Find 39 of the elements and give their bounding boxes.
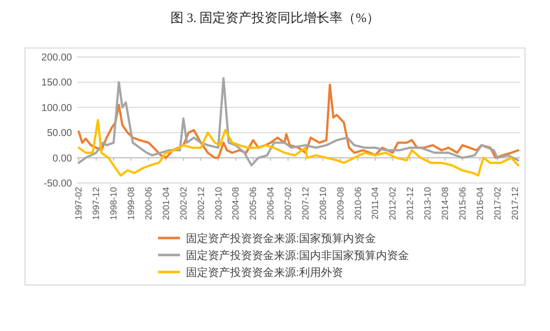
x-tick-label: 2012-12 (405, 187, 416, 220)
x-tick-label: 2015-06 (457, 187, 468, 220)
x-tick-label: 2004-08 (230, 187, 241, 220)
line-series (78, 84, 520, 159)
x-tick-label: 1998-10 (108, 187, 119, 220)
y-tick-label: 100.00 (41, 102, 72, 114)
line-series (78, 77, 520, 166)
y-tick-label: 50.00 (46, 128, 72, 140)
x-tick-label: 2008-10 (318, 187, 328, 220)
x-tick-label: 2017-12 (510, 187, 520, 220)
x-tick-label: 2002-12 (196, 187, 206, 220)
x-tick-label: 2016-04 (474, 187, 485, 220)
x-tick-label: 2007-02 (283, 187, 294, 220)
x-tick-label: 2017-02 (492, 187, 502, 220)
x-tick-label: 2010-06 (352, 187, 363, 220)
y-tick-label: -50.00 (44, 178, 72, 190)
x-tick-label: 2003-10 (213, 187, 224, 220)
x-tick-label: 2002-02 (178, 187, 188, 220)
x-tick-label: 2011-04 (370, 187, 380, 220)
legend-label: 固定资产投资资金来源:国内非国家预算内资金 (186, 249, 410, 262)
x-tick-label: 2009-08 (335, 187, 346, 220)
x-tick-label: 2014-08 (440, 187, 450, 220)
x-tick-label: 2007-12 (300, 187, 310, 220)
legend-label: 固定资产投资资金来源:利用外资 (186, 266, 344, 279)
x-tick-label: 2005-06 (248, 187, 258, 220)
legend-label: 固定资产投资资金来源:国家预算内资金 (186, 232, 376, 245)
chart-title: 图 3. 固定资产投资同比增长率（%） (170, 10, 380, 25)
x-tick-label: 1997-12 (91, 187, 102, 220)
line-series (78, 118, 520, 177)
x-tick-label: 2001-04 (160, 187, 171, 220)
x-tick-label: 1997-02 (74, 187, 84, 220)
x-tick-label: 2013-10 (422, 187, 433, 220)
y-tick-label: 200.00 (41, 52, 72, 64)
x-tick-label: 1999-08 (126, 187, 136, 220)
x-tick-label: 2012-02 (388, 187, 398, 220)
x-tick-label: 2006-04 (266, 187, 276, 220)
x-tick-label: 2000-06 (144, 187, 154, 220)
y-tick-label: 0.00 (52, 153, 72, 164)
y-tick-label: 150.00 (41, 78, 72, 89)
